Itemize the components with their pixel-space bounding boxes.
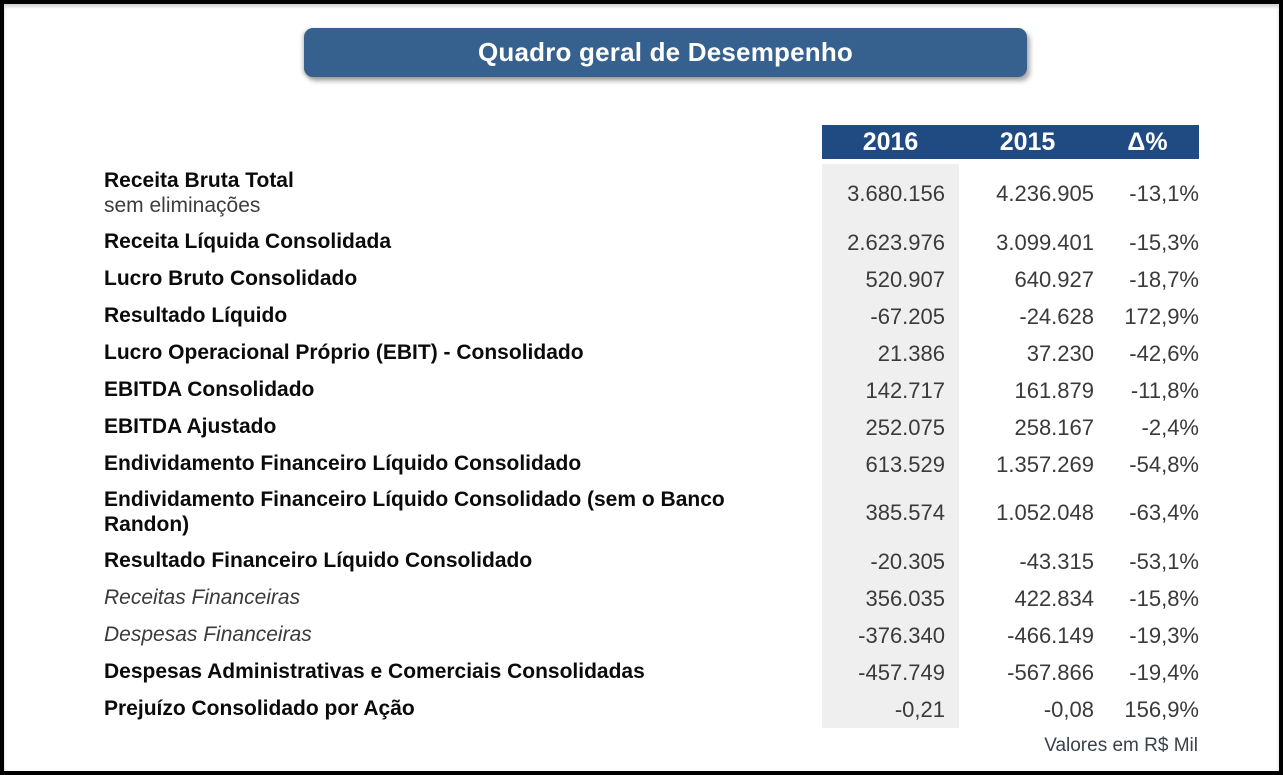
value-2015: 422.834 (1014, 585, 1094, 611)
value-2016: 21.386 (822, 335, 959, 372)
row-label-text: Endividamento Financeiro Líquido Consoli… (104, 452, 582, 476)
page-title: Quadro geral de Desempenho (477, 37, 854, 67)
row-label-text: EBITDA Consolidado (104, 378, 315, 402)
value-2015: 161.879 (1014, 377, 1094, 403)
row-label: Receita Líquida Consolidada (104, 230, 822, 255)
title-banner: Quadro geral de Desempenho (304, 28, 1027, 77)
value-delta-pct: 172,9% (1124, 303, 1199, 329)
value-delta-pct: -53,1% (1129, 548, 1199, 574)
row-label: Resultado Líquido (104, 304, 822, 329)
row-label: EBITDA Consolidado (104, 378, 822, 403)
row-label-text: Lucro Operacional Próprio (EBIT) - Conso… (104, 341, 584, 365)
row-label: Resultado Financeiro Líquido Consolidado (104, 549, 822, 574)
table-row: Lucro Bruto Consolidado 520.907 640.927 … (104, 261, 1199, 298)
value-delta-pct: -63,4% (1129, 500, 1199, 525)
row-label: Despesas Administrativas e Comerciais Co… (104, 660, 822, 685)
value-2016: -376.340 (822, 617, 959, 654)
value-delta-pct: -54,8% (1129, 451, 1199, 477)
table-header: 2016 2015 Δ% (104, 125, 1199, 159)
value-delta-pct: 156,9% (1124, 696, 1199, 722)
value-2015: 258.167 (1014, 414, 1094, 440)
value-2015: 1.052.048 (996, 500, 1094, 525)
row-label-text: Receita Bruta Total (104, 169, 294, 193)
value-2016: 252.075 (822, 409, 959, 446)
table-row: Receita Líquida Consolidada 2.623.976 3.… (104, 224, 1199, 261)
row-label-text: Prejuízo Consolidado por Ação (104, 697, 415, 721)
value-delta-pct: -13,1% (1129, 181, 1199, 206)
table-row: Prejuízo Consolidado por Ação -0,21 -0,0… (104, 691, 1199, 728)
row-label: Receita Bruta Total sem eliminações (104, 169, 822, 219)
row-label-text: Resultado Líquido (104, 304, 288, 328)
column-header-delta: Δ% (1127, 127, 1168, 156)
table-row: Receitas Financeiras 356.035 422.834 -15… (104, 580, 1199, 617)
row-label: Endividamento Financeiro Líquido Consoli… (104, 452, 822, 477)
table-row: Lucro Operacional Próprio (EBIT) - Conso… (104, 335, 1199, 372)
row-label-text: Endividamento Financeiro Líquido Consoli… (104, 488, 725, 536)
row-label-text: EBITDA Ajustado (104, 415, 277, 439)
value-2016: 613.529 (822, 446, 959, 483)
value-delta-pct: -19,3% (1129, 622, 1199, 648)
value-delta-pct: -18,7% (1129, 266, 1199, 292)
value-2016: 385.574 (822, 483, 959, 543)
value-2016: 2.623.976 (822, 224, 959, 261)
row-label: Lucro Operacional Próprio (EBIT) - Conso… (104, 341, 822, 366)
row-label-text: Despesas Financeiras (104, 623, 312, 647)
value-2015: -24.628 (1019, 303, 1094, 329)
value-2016: -457.749 (822, 654, 959, 691)
row-label: Endividamento Financeiro Líquido Consoli… (104, 488, 822, 538)
value-2015: 37.230 (1026, 340, 1094, 366)
row-label-text: Receitas Financeiras (104, 586, 301, 610)
value-2016: 3.680.156 (822, 164, 959, 224)
value-delta-pct: -15,3% (1129, 229, 1199, 255)
row-label: Despesas Financeiras (104, 623, 822, 648)
value-2015: 1.357.269 (996, 451, 1094, 477)
table-row: EBITDA Consolidado 142.717 161.879 -11,8… (104, 372, 1199, 409)
row-label-text: Receita Líquida Consolidada (104, 230, 392, 254)
row-sublabel-text: sem eliminações (104, 194, 261, 217)
value-2015: -567.866 (1007, 659, 1094, 685)
value-2015: -466.149 (1007, 622, 1094, 648)
value-2016: 142.717 (822, 372, 959, 409)
value-2016: -67.205 (822, 298, 959, 335)
value-delta-pct: -15,8% (1129, 585, 1199, 611)
row-label-text: Resultado Financeiro Líquido Consolidado (104, 549, 533, 573)
value-2015: -43.315 (1019, 548, 1094, 574)
row-label-text: Despesas Administrativas e Comerciais Co… (104, 660, 645, 684)
table-row: Resultado Financeiro Líquido Consolidado… (104, 543, 1199, 580)
value-2016: 356.035 (822, 580, 959, 617)
value-2015: -0,08 (1043, 696, 1094, 722)
value-2015: 640.927 (1014, 266, 1094, 292)
header-band: 2016 2015 Δ% (822, 125, 1199, 159)
value-2016: -0,21 (822, 691, 959, 728)
table-row: Despesas Administrativas e Comerciais Co… (104, 654, 1199, 691)
table-body: Receita Bruta Total sem eliminações 3.68… (104, 164, 1199, 728)
header-spacer (104, 125, 822, 159)
column-header-2015: 2015 (999, 127, 1056, 156)
units-footnote: Valores em R$ Mil (1044, 735, 1198, 756)
row-label: Lucro Bruto Consolidado (104, 267, 822, 292)
column-header-2016: 2016 (862, 127, 919, 156)
row-label: Prejuízo Consolidado por Ação (104, 697, 822, 722)
row-label-text: Lucro Bruto Consolidado (104, 267, 358, 291)
value-2015: 3.099.401 (996, 229, 1094, 255)
value-delta-pct: -2,4% (1141, 414, 1199, 440)
row-label: Receitas Financeiras (104, 586, 822, 611)
value-2016: -20.305 (822, 543, 959, 580)
performance-table: 2016 2015 Δ% Receita Bruta Total sem eli… (104, 125, 1199, 757)
table-row: Endividamento Financeiro Líquido Consoli… (104, 483, 1199, 543)
table-row: Resultado Líquido -67.205 -24.628 172,9% (104, 298, 1199, 335)
value-2016: 520.907 (822, 261, 959, 298)
row-label: EBITDA Ajustado (104, 415, 822, 440)
table-row: EBITDA Ajustado 252.075 258.167 -2,4% (104, 409, 1199, 446)
value-2015: 4.236.905 (996, 181, 1094, 206)
value-delta-pct: -11,8% (1130, 377, 1199, 403)
table-row: Receita Bruta Total sem eliminações 3.68… (104, 164, 1199, 224)
table-row: Despesas Financeiras -376.340 -466.149 -… (104, 617, 1199, 654)
value-delta-pct: -42,6% (1129, 340, 1199, 366)
table-row: Endividamento Financeiro Líquido Consoli… (104, 446, 1199, 483)
value-delta-pct: -19,4% (1129, 659, 1199, 685)
